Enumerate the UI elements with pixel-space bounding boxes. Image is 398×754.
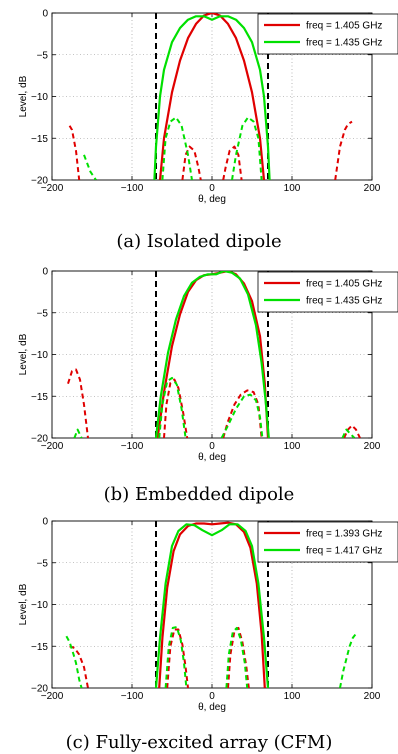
x-tick-label: 100 xyxy=(284,691,301,702)
x-axis-label: θ, deg xyxy=(198,452,226,463)
legend-label: freq = 1.405 GHz xyxy=(306,279,382,290)
legend-label: freq = 1.405 GHz xyxy=(306,21,382,32)
series-1-side-lobe xyxy=(334,120,353,180)
legend: freq = 1.405 GHz freq = 1.435 GHz xyxy=(257,13,398,55)
x-tick-label: 100 xyxy=(284,183,301,194)
x-tick-label: 200 xyxy=(364,441,381,452)
series-2-side-lobe xyxy=(161,116,193,180)
legend-label: freq = 1.435 GHz xyxy=(306,296,382,307)
legend: freq = 1.393 GHz freq = 1.417 GHz xyxy=(257,521,398,563)
y-tick-label: −20 xyxy=(31,684,48,695)
figure-caption: (b) Embedded dipole xyxy=(104,484,295,505)
series-1-main-lobe xyxy=(158,13,266,180)
chart-panel-1: −200 −100 0 100 200 0 −5 −10 −15 −20 θ, deg Level, … xyxy=(18,9,398,252)
y-axis-label: Level, dB xyxy=(18,75,29,117)
legend-box xyxy=(257,271,398,313)
y-tick-label: 0 xyxy=(42,9,48,20)
legend-label: freq = 1.435 GHz xyxy=(306,38,382,49)
series-2-side-lobe xyxy=(158,376,187,438)
x-tick-label: −200 xyxy=(41,691,64,702)
legend: freq = 1.405 GHz freq = 1.435 GHz xyxy=(257,271,398,313)
y-tick-label: −15 xyxy=(31,134,48,145)
series-1-side-lobe xyxy=(222,389,263,438)
series-1-side-lobe xyxy=(68,125,81,180)
y-tick-label: −5 xyxy=(37,50,49,61)
y-tick-label: −10 xyxy=(31,92,48,103)
series-2-side-lobe xyxy=(220,393,264,438)
series-1-main-lobe xyxy=(156,271,270,438)
series-2-side-lobe xyxy=(339,633,357,688)
chart-panel-2: −200 −100 0 100 200 0 −5 −10 −15 −20 θ, deg Level, … xyxy=(18,267,398,505)
x-axis-label: θ, deg xyxy=(198,194,226,205)
plot-area xyxy=(68,13,353,180)
x-tick-label: −100 xyxy=(121,691,144,702)
series-1-side-lobe xyxy=(163,378,189,438)
y-tick-label: 0 xyxy=(42,267,48,278)
series-1-side-lobe xyxy=(69,645,89,688)
y-axis-label: Level, dB xyxy=(18,333,29,375)
legend-label: freq = 1.393 GHz xyxy=(306,529,382,540)
series-2-main-lobe xyxy=(153,15,271,180)
series-1-side-lobe xyxy=(222,145,243,180)
chart-panel-3: −200 −100 0 100 200 0 −5 −10 −15 −20 θ, deg Level, … xyxy=(18,517,398,753)
series-2-side-lobe xyxy=(231,116,263,180)
series-2-side-lobe xyxy=(65,635,83,688)
plot-area xyxy=(67,271,361,438)
series-2-side-lobe xyxy=(73,428,83,438)
y-tick-label: 0 xyxy=(42,517,48,528)
y-tick-label: −10 xyxy=(31,350,48,361)
series-1-side-lobe xyxy=(227,626,250,688)
x-tick-label: −200 xyxy=(41,183,64,194)
series-2-side-lobe xyxy=(83,154,97,180)
series-1-side-lobe xyxy=(67,368,89,438)
x-tick-label: 0 xyxy=(209,691,215,702)
series-2-main-lobe xyxy=(154,271,270,438)
y-tick-label: −15 xyxy=(31,642,48,653)
series-1-side-lobe xyxy=(166,628,189,688)
y-tick-label: −5 xyxy=(37,308,49,319)
figure-caption: (c) Fully-excited array (CFM) xyxy=(66,732,333,753)
y-axis-label: Level, dB xyxy=(18,583,29,625)
x-tick-label: 200 xyxy=(364,183,381,194)
legend-box xyxy=(257,13,398,55)
y-tick-label: −20 xyxy=(31,176,48,187)
series-1-side-lobe xyxy=(181,145,202,180)
y-tick-label: −20 xyxy=(31,434,48,445)
legend-label: freq = 1.417 GHz xyxy=(306,546,382,557)
series-2-side-lobe xyxy=(225,626,249,688)
series-1-main-lobe xyxy=(158,521,266,688)
figure-caption: (a) Isolated dipole xyxy=(116,231,281,252)
x-tick-label: 200 xyxy=(364,691,381,702)
x-axis-label: θ, deg xyxy=(198,702,226,713)
legend-box xyxy=(257,521,398,563)
y-tick-label: −10 xyxy=(31,600,48,611)
x-tick-label: 100 xyxy=(284,441,301,452)
series-2-main-lobe xyxy=(154,523,270,688)
x-tick-label: 0 xyxy=(209,183,215,194)
x-tick-label: 0 xyxy=(209,441,215,452)
y-tick-label: −5 xyxy=(37,558,49,569)
x-tick-label: −100 xyxy=(121,441,144,452)
x-tick-label: −100 xyxy=(121,183,144,194)
y-tick-label: −15 xyxy=(31,392,48,403)
x-tick-label: −200 xyxy=(41,441,64,452)
series-2-side-lobe xyxy=(341,428,356,438)
plot-area xyxy=(65,521,357,688)
